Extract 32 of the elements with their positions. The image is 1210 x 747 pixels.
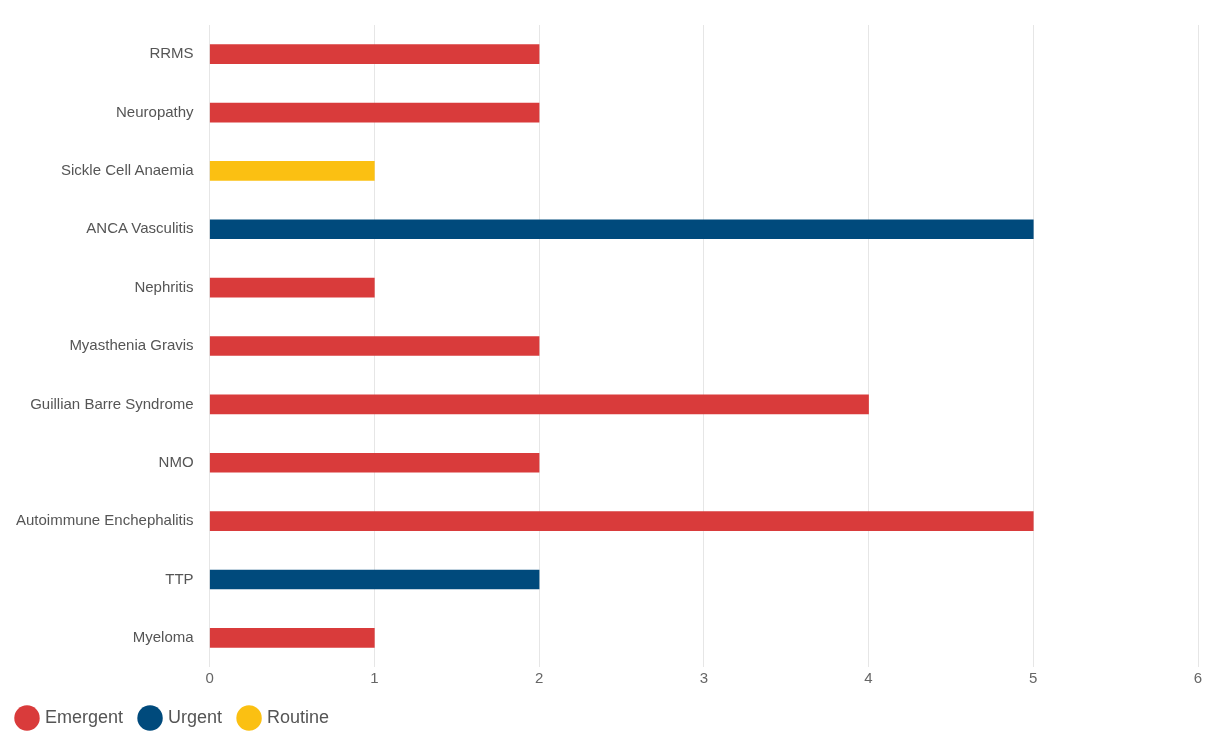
bar <box>209 627 375 648</box>
x-tick-label: 0 <box>205 669 214 687</box>
x-tick-label: 2 <box>534 669 544 687</box>
bar <box>209 569 540 590</box>
y-tick-label: Nephritis <box>134 277 194 295</box>
y-tick-label: Autoimmune Enchephalitis <box>15 511 194 529</box>
y-tick-label: Myeloma <box>132 627 195 645</box>
x-tick-label: 6 <box>1193 669 1203 687</box>
y-tick-label: Myasthenia Gravis <box>69 336 194 354</box>
bar <box>209 336 540 356</box>
bar <box>209 277 375 298</box>
bar <box>209 394 869 415</box>
bar <box>209 161 375 181</box>
bar <box>209 452 540 473</box>
y-tick-label: ANCA Vasculitis <box>86 219 194 237</box>
bar <box>209 102 540 123</box>
bar <box>209 219 1034 240</box>
bar <box>209 44 540 65</box>
y-tick-label: Neuropathy <box>116 102 195 120</box>
y-tick-label: RRMS <box>149 44 194 62</box>
x-tick-label: 1 <box>370 669 379 687</box>
legend-label: Emergent <box>45 706 124 727</box>
y-tick-label: Guillian Barre Syndrome <box>30 394 194 412</box>
y-tick-label: NMO <box>158 452 194 470</box>
legend-label: Routine <box>267 706 330 727</box>
bar <box>209 511 1034 531</box>
y-tick-label: Sickle Cell Anaemia <box>61 161 195 179</box>
legend-label: Urgent <box>168 706 223 727</box>
x-tick-label: 4 <box>864 669 873 687</box>
x-tick-label: 3 <box>699 669 708 687</box>
y-tick-label: TTP <box>165 569 194 587</box>
x-tick-label: 5 <box>1029 669 1038 687</box>
